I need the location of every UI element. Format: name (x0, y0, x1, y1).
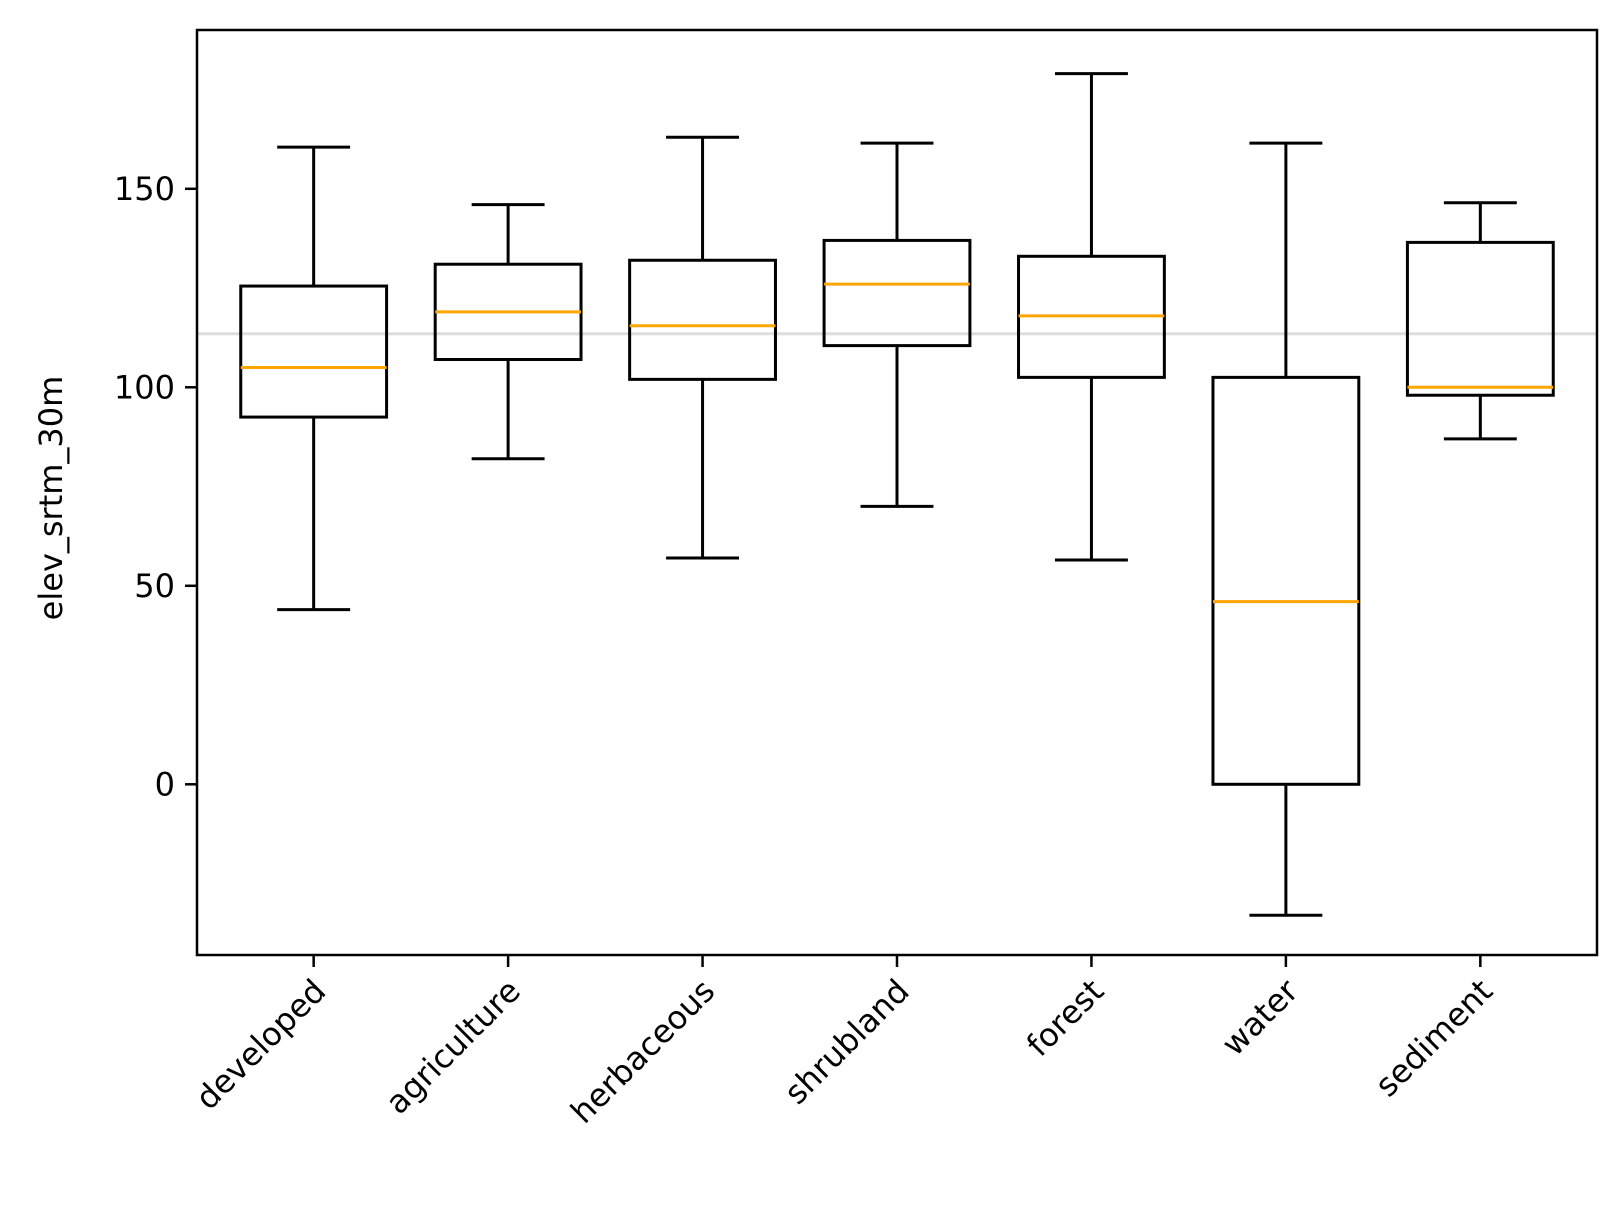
iqr-box (239, 284, 389, 419)
box-developed (239, 145, 389, 612)
x-tick-label-shrubland: shrubland (777, 972, 917, 1112)
y-tick-label: 50 (134, 567, 175, 605)
iqr-box (1211, 375, 1361, 786)
box-water (1211, 141, 1361, 917)
x-tick-label-sediment: sediment (1368, 972, 1500, 1104)
y-tick-label: 150 (114, 170, 175, 208)
iqr-box (1405, 240, 1555, 397)
x-tick-label-forest: forest (1019, 972, 1111, 1064)
y-tick-label: 100 (114, 368, 175, 406)
x-tick-label-water: water (1214, 971, 1306, 1063)
box-shrubland (822, 141, 972, 508)
iqr-box (628, 258, 777, 381)
x-tick-label-developed: developed (188, 972, 333, 1117)
box-herbaceous (628, 135, 777, 560)
iqr-box (822, 238, 972, 348)
box-forest (1017, 72, 1166, 562)
y-tick-label: 0 (155, 765, 175, 803)
box-sediment (1405, 201, 1555, 441)
y-axis-label: elev_srtm_30m (32, 376, 70, 621)
x-tick-label-herbaceous: herbaceous (563, 972, 722, 1131)
x-tick-label-agriculture: agriculture (378, 972, 528, 1122)
box-agriculture (433, 203, 583, 461)
